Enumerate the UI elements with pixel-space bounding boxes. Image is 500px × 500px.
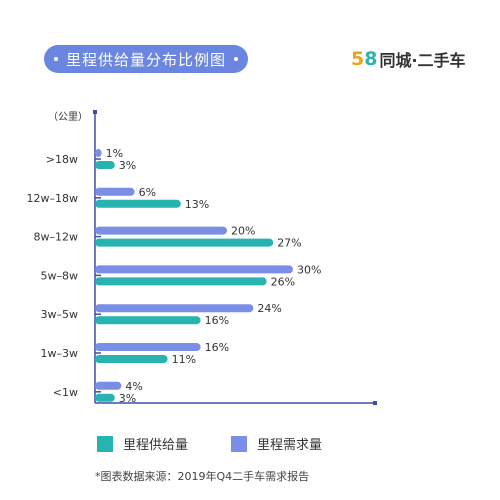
bar-supply [95,238,274,247]
x-axis-end-cap [373,401,377,405]
bar-demand [95,265,293,274]
bar-supply [95,393,115,402]
category-label: 1w–3w [41,347,79,360]
data-label-supply: 26% [271,275,295,288]
logo-text: 同城·二手车 [379,51,466,70]
data-label-demand: 20% [231,225,255,238]
data-label-demand: 30% [297,263,321,276]
data-label-demand: 6% [139,186,156,199]
bar-supply [95,277,267,286]
category-label: 8w–12w [34,231,79,244]
legend-swatch-demand [231,435,247,452]
data-label-supply: 3% [119,159,136,172]
bar-demand [95,187,135,196]
bar-demand [95,304,254,313]
legend-label-demand: 里程需求量 [257,438,323,453]
chart-title-pill: 里程供给量分布比例图 [44,45,248,73]
data-label-demand: 4% [125,380,142,393]
bar-supply [95,199,181,208]
data-label-supply: 3% [119,392,136,405]
bar-demand [95,226,227,235]
legend-swatch-supply [97,435,113,452]
bar-demand [95,381,122,390]
bar-demand [95,149,102,157]
bar-supply [95,355,168,363]
bar-supply [95,316,201,325]
bar-supply [95,161,115,169]
data-label-demand: 1% [106,147,123,160]
bar-demand [95,343,201,351]
legend-item-supply: 里程供给量 [97,434,188,453]
data-source-note: *图表数据来源：2019年Q4二手车需求报告 [95,470,310,483]
category-label: 3w–5w [41,308,79,321]
data-label-supply: 11% [172,353,196,366]
legend-label-supply: 里程供给量 [123,438,189,453]
data-label-demand: 24% [257,302,281,315]
y-axis-end-cap [93,110,97,114]
logo-digit-5: 5 [351,48,365,70]
category-label: >18w [46,153,78,166]
y-axis-unit-label: （公里） [48,111,88,123]
title-dot-left [53,57,58,61]
legend-item-demand: 里程需求量 [231,434,322,453]
data-label-supply: 13% [185,198,209,211]
brand-logo: 5 8 同城·二手车 [351,47,466,71]
data-label-demand: 16% [205,341,229,354]
logo-digit-8: 8 [364,48,378,70]
category-label: 5w–8w [41,269,79,282]
category-label: 12w–18w [27,192,79,205]
category-label: <1w [53,386,78,399]
title-dot-right [234,57,238,61]
chart-title: 里程供给量分布比例图 [65,50,226,69]
data-label-supply: 27% [277,237,301,250]
data-label-supply: 16% [205,314,229,327]
